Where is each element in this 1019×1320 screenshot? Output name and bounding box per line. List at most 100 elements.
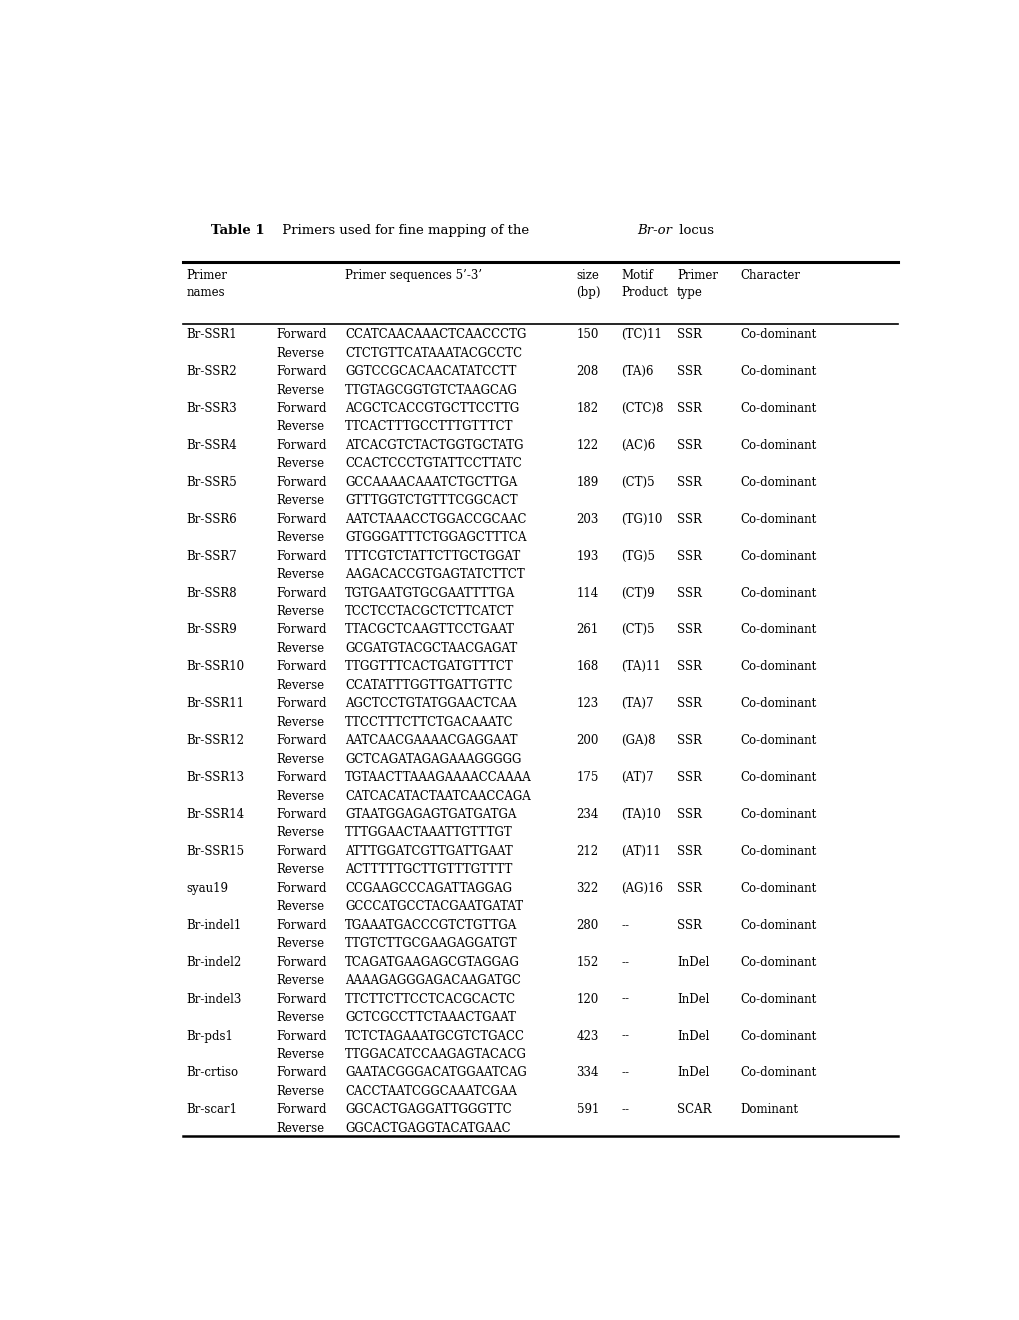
Text: Br-SSR6: Br-SSR6 [186, 512, 237, 525]
Text: TTGTAGCGGTGTCTAAGCAG: TTGTAGCGGTGTCTAAGCAG [344, 384, 518, 396]
Text: GCTCGCCTTCTAAACTGAAT: GCTCGCCTTCTAAACTGAAT [344, 1011, 516, 1024]
Text: CCATATTTGGTTGATTGTTC: CCATATTTGGTTGATTGTTC [344, 678, 512, 692]
Text: ATTTGGATCGTTGATTGAAT: ATTTGGATCGTTGATTGAAT [344, 845, 513, 858]
Text: SSR: SSR [677, 697, 701, 710]
Text: (CT)9: (CT)9 [621, 586, 654, 599]
Text: CCACTCCCTGTATTCCTTATC: CCACTCCCTGTATTCCTTATC [344, 457, 522, 470]
Text: TTGGTTTCACTGATGTTTCT: TTGGTTTCACTGATGTTTCT [344, 660, 514, 673]
Text: 175: 175 [576, 771, 598, 784]
Text: Reverse: Reverse [276, 678, 324, 692]
Text: Co-dominant: Co-dominant [740, 808, 815, 821]
Text: Forward: Forward [276, 403, 326, 414]
Text: --: -- [621, 993, 629, 1006]
Text: 208: 208 [576, 366, 598, 378]
Text: InDel: InDel [677, 1030, 708, 1043]
Text: Forward: Forward [276, 475, 326, 488]
Text: Br-SSR8: Br-SSR8 [186, 586, 237, 599]
Text: Character: Character [740, 269, 799, 282]
Text: syau19: syau19 [186, 882, 228, 895]
Text: size
(bp): size (bp) [576, 269, 600, 298]
Text: (TG)5: (TG)5 [621, 549, 655, 562]
Text: (AC)6: (AC)6 [621, 438, 655, 451]
Text: GCTCAGATAGAGAAAGGGGG: GCTCAGATAGAGAAAGGGGG [344, 752, 521, 766]
Text: SSR: SSR [677, 512, 701, 525]
Text: Reverse: Reverse [276, 421, 324, 433]
Text: TTTCGTCTATTCTTGCTGGAT: TTTCGTCTATTCTTGCTGGAT [344, 549, 521, 562]
Text: Co-dominant: Co-dominant [740, 734, 815, 747]
Text: Br-SSR14: Br-SSR14 [186, 808, 245, 821]
Text: Co-dominant: Co-dominant [740, 845, 815, 858]
Text: Forward: Forward [276, 438, 326, 451]
Text: Br-crtiso: Br-crtiso [186, 1067, 238, 1080]
Text: Forward: Forward [276, 549, 326, 562]
Text: Primer sequences 5’-3’: Primer sequences 5’-3’ [344, 269, 482, 282]
Text: TGAAATGACCCGTCTGTTGA: TGAAATGACCCGTCTGTTGA [344, 919, 517, 932]
Text: (CTC)8: (CTC)8 [621, 403, 663, 414]
Text: InDel: InDel [677, 1067, 708, 1080]
Text: GCCCATGCCTACGAATGATAT: GCCCATGCCTACGAATGATAT [344, 900, 523, 913]
Text: Br-SSR5: Br-SSR5 [186, 475, 237, 488]
Text: 200: 200 [576, 734, 598, 747]
Text: Forward: Forward [276, 845, 326, 858]
Text: SSR: SSR [677, 919, 701, 932]
Text: --: -- [621, 1104, 629, 1117]
Text: SCAR: SCAR [677, 1104, 710, 1117]
Text: 203: 203 [576, 512, 598, 525]
Text: Br-scar1: Br-scar1 [186, 1104, 237, 1117]
Text: GGCACTGAGGATTGGGTTC: GGCACTGAGGATTGGGTTC [344, 1104, 512, 1117]
Text: Reverse: Reverse [276, 568, 324, 581]
Text: SSR: SSR [677, 475, 701, 488]
Text: InDel: InDel [677, 993, 708, 1006]
Text: Forward: Forward [276, 623, 326, 636]
Text: Co-dominant: Co-dominant [740, 882, 815, 895]
Text: GTTTGGTCTGTTTCGGCACT: GTTTGGTCTGTTTCGGCACT [344, 494, 517, 507]
Text: Table 1: Table 1 [210, 224, 264, 238]
Text: Reverse: Reverse [276, 531, 324, 544]
Text: AATCTAAACCTGGACCGCAAC: AATCTAAACCTGGACCGCAAC [344, 512, 526, 525]
Text: 122: 122 [576, 438, 598, 451]
Text: TTCACTTTGCCTTTGTTTCT: TTCACTTTGCCTTTGTTTCT [344, 421, 513, 433]
Text: Forward: Forward [276, 956, 326, 969]
Text: Forward: Forward [276, 771, 326, 784]
Text: ACTTTTTGCTTGTTTGTTTT: ACTTTTTGCTTGTTTGTTTT [344, 863, 512, 876]
Text: ACGCTCACCGTGCTTCCTTG: ACGCTCACCGTGCTTCCTTG [344, 403, 519, 414]
Text: Co-dominant: Co-dominant [740, 697, 815, 710]
Text: Reverse: Reverse [276, 863, 324, 876]
Text: Reverse: Reverse [276, 347, 324, 359]
Text: (AT)7: (AT)7 [621, 771, 653, 784]
Text: Co-dominant: Co-dominant [740, 919, 815, 932]
Text: AGCTCCTGTATGGAACTCAA: AGCTCCTGTATGGAACTCAA [344, 697, 516, 710]
Text: Forward: Forward [276, 919, 326, 932]
Text: Forward: Forward [276, 697, 326, 710]
Text: Dominant: Dominant [740, 1104, 797, 1117]
Text: (CT)5: (CT)5 [621, 475, 654, 488]
Text: Co-dominant: Co-dominant [740, 549, 815, 562]
Text: Br-SSR12: Br-SSR12 [186, 734, 245, 747]
Text: Br-indel2: Br-indel2 [186, 956, 242, 969]
Text: 234: 234 [576, 808, 598, 821]
Text: SSR: SSR [677, 403, 701, 414]
Text: 261: 261 [576, 623, 598, 636]
Text: GCCAAAACAAATCTGCTTGA: GCCAAAACAAATCTGCTTGA [344, 475, 517, 488]
Text: GTGGGATTTCTGGAGCTTTCA: GTGGGATTTCTGGAGCTTTCA [344, 531, 526, 544]
Text: 120: 120 [576, 993, 598, 1006]
Text: Reverse: Reverse [276, 900, 324, 913]
Text: locus: locus [675, 224, 713, 238]
Text: (TG)10: (TG)10 [621, 512, 662, 525]
Text: Reverse: Reverse [276, 1085, 324, 1098]
Text: Forward: Forward [276, 882, 326, 895]
Text: Forward: Forward [276, 366, 326, 378]
Text: TTGGACATCCAAGAGTACACG: TTGGACATCCAAGAGTACACG [344, 1048, 526, 1061]
Text: Reverse: Reverse [276, 494, 324, 507]
Text: Reverse: Reverse [276, 789, 324, 803]
Text: GGTCCGCACAACATATCCTT: GGTCCGCACAACATATCCTT [344, 366, 516, 378]
Text: Reverse: Reverse [276, 642, 324, 655]
Text: AAAAGAGGGAGACAAGATGC: AAAAGAGGGAGACAAGATGC [344, 974, 521, 987]
Text: 123: 123 [576, 697, 598, 710]
Text: SSR: SSR [677, 771, 701, 784]
Text: TGTGAATGTGCGAATTTTGA: TGTGAATGTGCGAATTTTGA [344, 586, 515, 599]
Text: Co-dominant: Co-dominant [740, 329, 815, 341]
Text: Co-dominant: Co-dominant [740, 438, 815, 451]
Text: Forward: Forward [276, 512, 326, 525]
Text: Motif
Product: Motif Product [621, 269, 667, 298]
